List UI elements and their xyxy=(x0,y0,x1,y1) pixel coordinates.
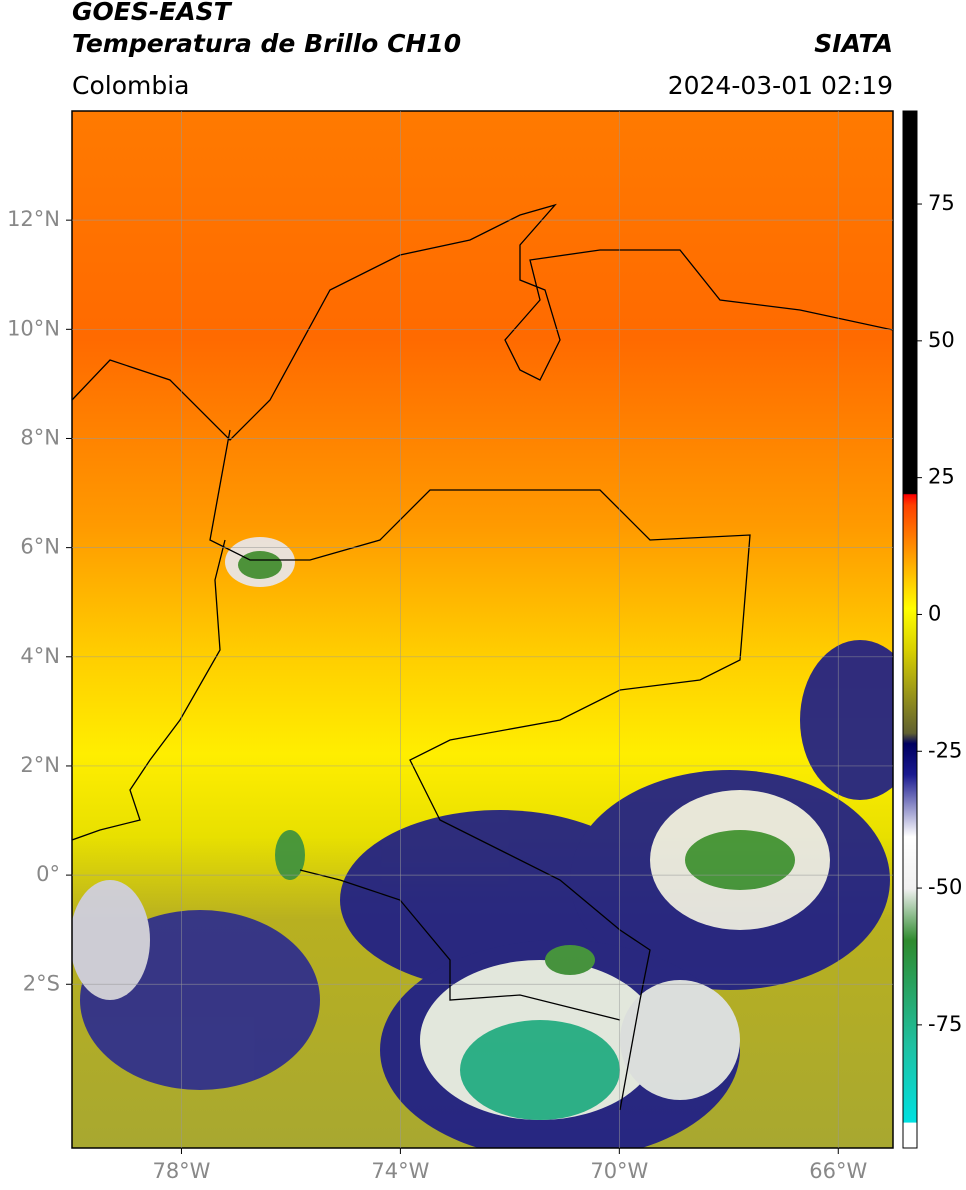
colorbar-label: 75 xyxy=(928,191,955,215)
colorbar-label: -25 xyxy=(928,738,962,762)
imagery xyxy=(72,111,893,1148)
colorbar-label: -75 xyxy=(928,1012,962,1036)
colorbar xyxy=(902,110,918,1149)
product: Temperatura de Brillo CH10 xyxy=(72,29,461,58)
x-tick-label: 78°W xyxy=(152,1159,210,1183)
colorbar-label: -50 xyxy=(928,875,962,899)
y-tick-label: 8°N xyxy=(20,425,60,449)
source: SIATA xyxy=(814,29,893,58)
y-tick-label: 2°N xyxy=(20,753,60,777)
colorbar-label: 0 xyxy=(928,601,941,625)
x-tick-label: 70°W xyxy=(590,1159,648,1183)
x-tick-label: 74°W xyxy=(371,1159,429,1183)
y-tick-label: 12°N xyxy=(7,207,60,231)
region: Colombia xyxy=(72,71,189,100)
y-tick-label: 4°N xyxy=(20,644,60,668)
colorbar-label: 50 xyxy=(928,328,955,352)
y-tick-label: 10°N xyxy=(7,316,60,340)
timestamp: 2024-03-01 02:19 xyxy=(668,71,893,100)
colorbar-label: 25 xyxy=(928,465,955,489)
y-tick-label: 6°N xyxy=(20,535,60,559)
y-tick-label: 0° xyxy=(36,862,60,886)
y-tick-label: 2°S xyxy=(23,971,60,995)
map-frame xyxy=(71,110,894,1149)
satellite: GOES-EAST xyxy=(72,0,233,26)
x-tick-label: 66°W xyxy=(809,1159,867,1183)
